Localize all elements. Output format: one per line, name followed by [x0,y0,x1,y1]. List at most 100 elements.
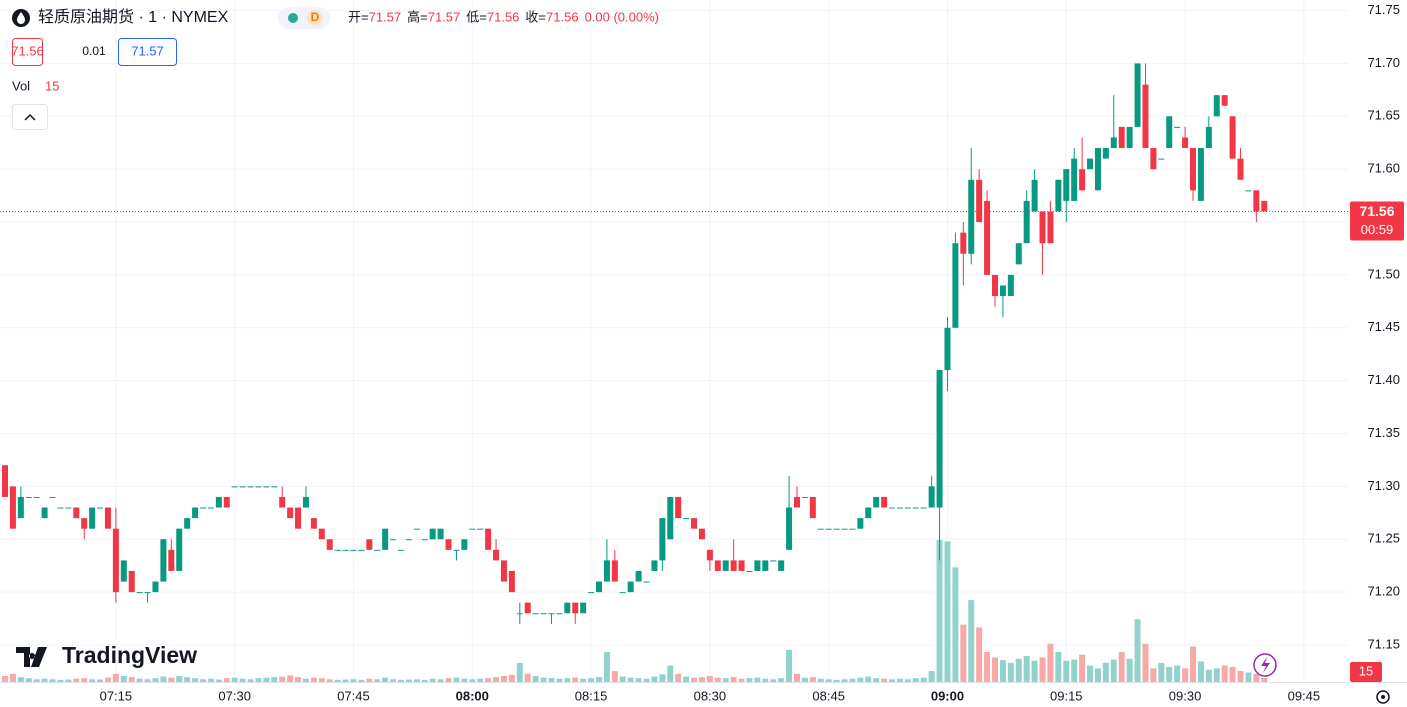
volume-bar [358,679,365,682]
candle-body [675,496,682,519]
candle-body [904,507,911,509]
volume-value: 15 [45,78,59,93]
volume-bar [485,678,492,682]
y-tick-label: 71.50 [1367,266,1400,281]
candle-body [9,486,16,529]
candle-body [580,602,587,614]
bid-price[interactable]: 71.56 [11,43,44,58]
y-tick-label: 71.40 [1367,372,1400,387]
volume-bar [722,678,729,682]
candle-body [49,496,56,498]
candle-body [912,507,919,509]
candle-body [1229,116,1236,159]
volume-bar [461,678,468,682]
settings-icon[interactable] [1376,690,1390,704]
volume-bar [691,677,698,682]
volume-bar [168,677,175,682]
candle-body [437,528,444,540]
y-tick-label: 71.65 [1367,108,1400,123]
candle-body [794,496,800,508]
candle-body [849,528,856,530]
ask-price[interactable]: 71.57 [131,43,164,58]
candle-body [1213,95,1220,117]
candle-body [691,518,698,529]
volume-bar [999,660,1006,682]
volume-bar [382,677,389,682]
logo-text: TradingView [62,642,197,668]
x-tick-label: 09:45 [1288,688,1321,703]
volume-bar [588,678,595,682]
candle-body [57,507,64,509]
candle-body [263,486,270,488]
candle-body [104,507,111,529]
candle-body [215,496,222,508]
volume-bar [25,678,32,682]
candle-body [857,518,864,529]
volume-bar [516,662,523,682]
volume-bar [1039,657,1046,682]
volume-bar [374,679,381,682]
x-tick-label: 09:15 [1050,688,1083,703]
volume-bar [120,675,127,682]
candle-body [809,496,816,519]
volume-bar [239,678,246,682]
candle-body [287,507,294,519]
ask-box[interactable] [118,38,177,66]
candle-body [952,243,959,328]
volume-bar [1023,656,1030,682]
volume-bar [271,677,278,682]
volume-bar [49,679,56,682]
lightning-icon [1261,657,1270,673]
volume-bar [1110,659,1117,682]
volume-bar [952,567,959,682]
candle-body [722,560,729,571]
volume-bar [1079,654,1086,682]
volume-bar [81,678,88,682]
candle-body [152,581,159,593]
candle-body [350,549,357,551]
candle-body [1205,126,1212,149]
chevron-icon [24,113,36,121]
volume-bar [413,679,420,682]
symbol-title[interactable]: 轻质原油期货 · 1 · NYMEX [38,8,229,26]
candle-body [1063,169,1070,201]
candle-body [881,496,888,508]
candle-body [873,496,880,508]
y-tick-label: 71.20 [1367,584,1400,599]
y-tick-label: 71.25 [1367,531,1400,546]
candle-body [667,496,674,540]
bid-box[interactable] [12,38,43,66]
last-volume-label: 15 [1359,663,1373,678]
volume-bar [366,678,373,682]
candle-body [1055,179,1062,212]
ohlc-label: 高= [407,9,428,24]
volume-bar [849,678,856,682]
volume-bar [144,679,151,682]
candle-body [136,592,143,594]
candle-body [936,370,943,508]
candle-body [532,613,539,615]
candle-body [1094,148,1101,191]
candle-body [1079,169,1086,191]
candle-body [1071,158,1078,201]
candle-body [627,581,634,593]
candle-body [41,507,48,519]
collapse-button[interactable] [12,104,48,130]
candle-body [120,560,127,582]
candle-body [1174,126,1181,128]
candle-body [1118,126,1125,149]
volume-bar [770,679,777,682]
x-tick-label: 07:30 [218,688,251,703]
candle-body [176,528,183,571]
volume-bar [817,678,824,682]
volume-bar [215,679,222,682]
candle-body [778,560,785,571]
volume-bar [833,679,840,682]
candle-body [25,496,32,498]
ohlc-value: 71.57 [428,9,461,24]
volume-bar [318,678,325,682]
candle-body [1197,148,1204,201]
volume-bar [1190,646,1196,682]
candle-body [1237,158,1244,180]
candle-body [984,200,991,275]
